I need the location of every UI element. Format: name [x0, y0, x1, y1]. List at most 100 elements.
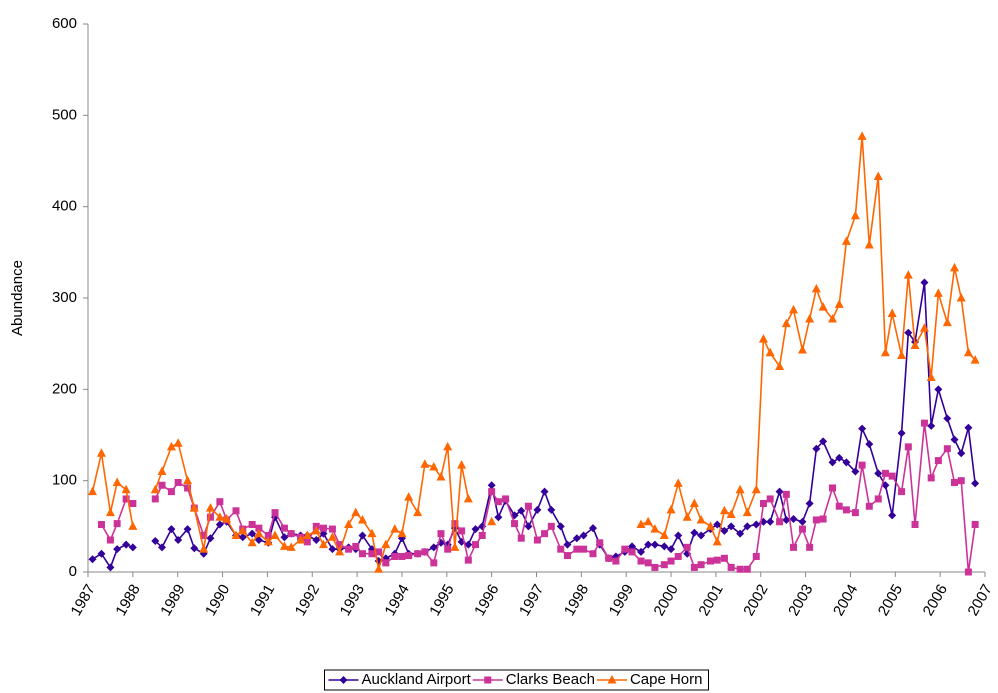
- marker: [205, 503, 215, 512]
- marker: [105, 507, 115, 517]
- marker: [429, 461, 439, 471]
- marker: [957, 449, 966, 458]
- marker: [727, 563, 735, 571]
- x-tick-label: 1996: [471, 581, 502, 618]
- x-tick-label: 1998: [561, 581, 592, 618]
- marker: [374, 564, 384, 573]
- marker: [312, 536, 321, 545]
- marker: [934, 385, 943, 394]
- marker: [607, 675, 617, 684]
- y-tick-label: 0: [69, 563, 77, 580]
- marker: [420, 459, 430, 468]
- marker: [158, 481, 166, 489]
- marker: [636, 519, 646, 529]
- marker: [811, 283, 821, 293]
- marker: [328, 545, 337, 554]
- marker: [296, 535, 306, 544]
- marker: [897, 350, 907, 360]
- marker: [248, 521, 256, 529]
- legend-item: Cape Horn: [596, 671, 702, 688]
- marker: [857, 131, 867, 140]
- marker: [279, 541, 289, 550]
- marker: [167, 488, 175, 496]
- marker: [880, 347, 890, 357]
- marker: [689, 498, 699, 507]
- marker: [697, 531, 706, 540]
- marker: [850, 210, 860, 220]
- marker: [898, 488, 906, 496]
- marker: [413, 507, 423, 517]
- marker: [683, 543, 691, 551]
- marker: [650, 540, 659, 549]
- marker: [842, 458, 851, 467]
- x-tick-label: 1997: [516, 581, 547, 618]
- marker: [828, 458, 837, 467]
- marker: [121, 484, 131, 494]
- marker: [524, 502, 532, 510]
- marker: [429, 543, 438, 552]
- marker: [759, 500, 767, 507]
- x-tick-label: 1993: [337, 581, 368, 618]
- marker: [151, 536, 160, 545]
- marker: [957, 477, 965, 485]
- marker: [775, 361, 785, 370]
- marker: [812, 444, 821, 453]
- marker: [706, 521, 716, 530]
- marker: [113, 545, 122, 554]
- marker: [557, 545, 565, 553]
- marker: [751, 484, 761, 494]
- marker: [487, 481, 496, 490]
- y-tick-label: 200: [52, 380, 77, 397]
- x-tick-label: 1987: [67, 581, 98, 618]
- marker: [650, 524, 660, 533]
- marker: [897, 429, 906, 438]
- marker: [920, 419, 928, 427]
- marker: [264, 531, 272, 539]
- marker: [835, 502, 843, 510]
- marker: [382, 559, 390, 567]
- marker: [829, 484, 837, 492]
- legend-label: Clarks Beach: [506, 671, 595, 688]
- marker: [651, 563, 659, 571]
- marker: [660, 542, 669, 551]
- marker: [517, 534, 525, 542]
- marker: [752, 520, 761, 529]
- marker: [605, 554, 613, 562]
- marker: [812, 516, 820, 524]
- marker: [643, 516, 653, 526]
- marker: [805, 499, 814, 508]
- marker: [464, 540, 473, 549]
- marker: [451, 520, 459, 528]
- marker: [129, 500, 137, 507]
- marker: [589, 550, 597, 558]
- marker: [713, 556, 721, 564]
- marker: [851, 509, 859, 517]
- marker: [596, 539, 604, 547]
- legend-box: [324, 669, 709, 691]
- marker: [254, 528, 264, 538]
- marker: [381, 539, 391, 549]
- x-tick-label: 2004: [830, 581, 861, 618]
- marker: [782, 515, 791, 524]
- marker: [776, 518, 784, 526]
- marker: [806, 543, 814, 551]
- marker: [858, 461, 866, 469]
- marker: [166, 441, 176, 451]
- marker: [398, 552, 406, 560]
- marker: [713, 520, 722, 529]
- marker: [336, 541, 344, 549]
- marker: [720, 554, 728, 562]
- marker: [674, 531, 683, 540]
- marker: [248, 529, 257, 538]
- marker: [881, 469, 889, 477]
- marker: [113, 520, 121, 528]
- marker: [766, 517, 775, 526]
- marker: [183, 525, 192, 534]
- marker: [666, 504, 676, 514]
- marker: [742, 507, 752, 517]
- marker: [484, 676, 492, 684]
- x-tick-label: 2007: [964, 581, 995, 618]
- marker: [942, 317, 952, 327]
- marker: [766, 495, 774, 503]
